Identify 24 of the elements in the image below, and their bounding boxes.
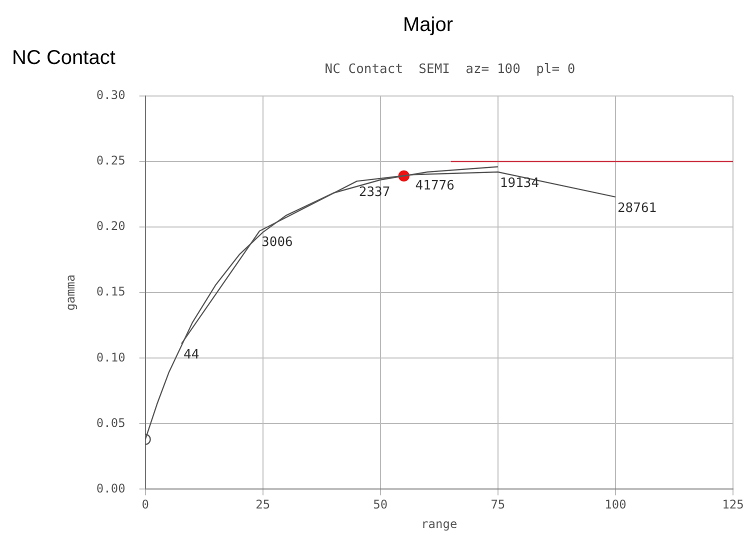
annotation: 2337 (358, 185, 390, 200)
chart-subtitle: NC Contact SEMI az= 100 pl= 0 (324, 62, 576, 77)
text: NC Contact (12, 47, 116, 70)
y-tick-label: 0.10 (96, 350, 126, 364)
annotation: 41776 (415, 178, 454, 194)
annotation: 28761 (617, 200, 657, 216)
annotation: 44 (184, 348, 200, 363)
y-tick-label: 0.15 (96, 284, 126, 299)
x-tick-label: 100 (604, 498, 626, 512)
y-tick-label: 0.25 (96, 154, 126, 168)
annotation: 19134 (500, 176, 540, 191)
x-tick-label: 125 (722, 498, 744, 512)
x-tick-label: 75 (490, 498, 506, 512)
y-axis-title: gamma (63, 274, 78, 311)
x-tick-label: 25 (256, 498, 270, 512)
y-tick-label: 0.20 (96, 219, 126, 234)
annotation: 3006 (262, 234, 293, 250)
y-tick-label: 0.30 (96, 88, 126, 102)
x-tick-label: 50 (373, 498, 388, 512)
y-tick-label: 0.00 (96, 481, 126, 496)
chart-title: Major (402, 14, 454, 37)
y-tick-label: 0.05 (96, 416, 126, 430)
x-tick-label: 0 (142, 498, 149, 512)
x-axis-title: range (421, 516, 458, 531)
